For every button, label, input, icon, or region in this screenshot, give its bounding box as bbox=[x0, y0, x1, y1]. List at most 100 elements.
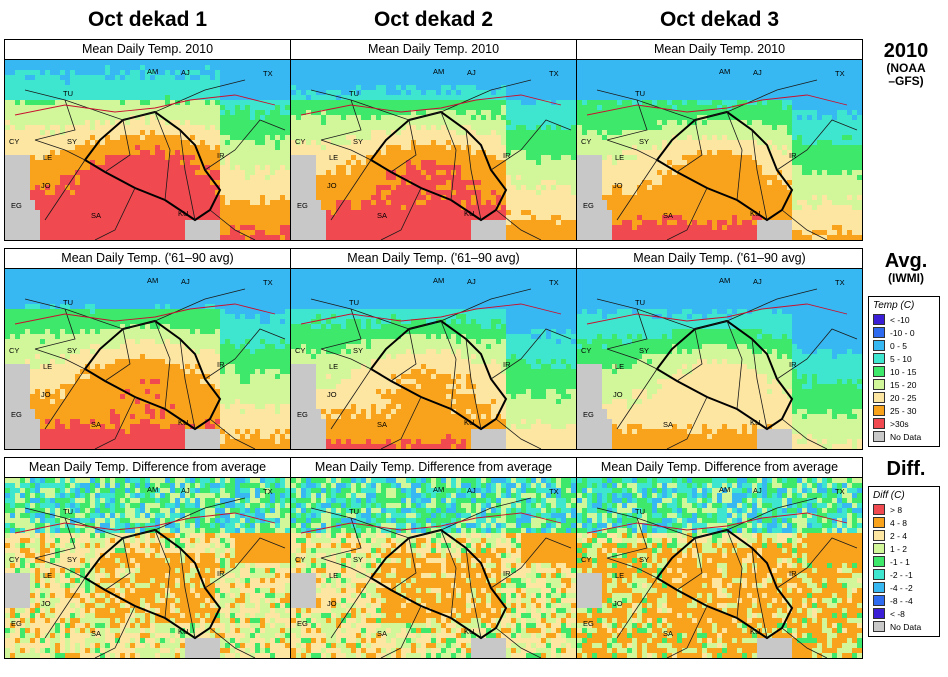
border-line bbox=[666, 605, 708, 658]
border-line bbox=[751, 338, 768, 430]
border-line bbox=[94, 396, 136, 449]
border-line bbox=[320, 99, 362, 141]
country-label: TX bbox=[835, 487, 845, 496]
red-boundary-line bbox=[14, 512, 276, 534]
country-label: LE bbox=[43, 571, 52, 580]
country-border-outline bbox=[369, 110, 508, 222]
border-line bbox=[34, 557, 86, 639]
border-line bbox=[781, 627, 828, 658]
border-line bbox=[465, 129, 482, 221]
border-line bbox=[676, 328, 703, 382]
legend-entry: -1 - 1 bbox=[873, 555, 936, 568]
country-label: CY bbox=[295, 555, 305, 564]
legend-entry: 2 - 4 bbox=[873, 529, 936, 542]
temperature-legend: Temp (C) < -10 -10 - 0 0 - 5 5 - 10 10 - 15 1… bbox=[868, 296, 940, 447]
country-label: CY bbox=[581, 555, 591, 564]
country-label: LE bbox=[329, 153, 338, 162]
country-label: TU bbox=[635, 89, 645, 98]
country-label: KU bbox=[750, 209, 760, 218]
border-line bbox=[320, 348, 372, 430]
country-label: KU bbox=[178, 627, 188, 636]
border-line bbox=[94, 187, 136, 240]
country-label: AM bbox=[147, 67, 158, 76]
panel-title: Mean Daily Temp. ('61–90 avg) bbox=[577, 249, 862, 269]
border-line bbox=[320, 517, 362, 559]
country-label: AJ bbox=[467, 277, 476, 286]
legend-label: -10 - 0 bbox=[890, 327, 915, 338]
country-label: JO bbox=[327, 181, 337, 190]
panel-title: Mean Daily Temp. ('61–90 avg) bbox=[291, 249, 576, 269]
difference-legend: Diff (C) > 8 4 - 8 2 - 4 1 - 2 -1 - 1 -2 - -1… bbox=[868, 486, 940, 637]
legend-label: No Data bbox=[890, 431, 922, 442]
border-line bbox=[776, 328, 858, 380]
border-line bbox=[606, 348, 658, 430]
country-label: TU bbox=[349, 507, 359, 516]
border-line bbox=[726, 320, 743, 410]
border-line bbox=[320, 308, 362, 350]
border-line bbox=[390, 119, 417, 173]
country-label: AJ bbox=[467, 486, 476, 495]
border-line bbox=[596, 79, 818, 121]
country-label: IR bbox=[503, 151, 511, 160]
legend-entry: 1 - 2 bbox=[873, 542, 936, 555]
country-label: AJ bbox=[467, 68, 476, 77]
legend-swatch bbox=[873, 379, 885, 390]
border-line bbox=[34, 517, 76, 559]
legend-entry: < -10 bbox=[873, 313, 936, 326]
country-border-outline bbox=[655, 319, 794, 431]
red-boundary-line bbox=[300, 303, 562, 325]
border-line bbox=[209, 209, 256, 240]
column-header-dekad-1: Oct dekad 1 bbox=[87, 8, 208, 31]
row-label-diff: Diff. bbox=[868, 458, 944, 480]
legend-swatch bbox=[873, 543, 885, 554]
country-label: AM bbox=[147, 485, 158, 494]
border-line bbox=[380, 396, 422, 449]
border-line bbox=[320, 557, 372, 639]
country-label: LE bbox=[329, 571, 338, 580]
country-label: IR bbox=[789, 569, 797, 578]
country-label: TX bbox=[835, 278, 845, 287]
border-line bbox=[380, 187, 422, 240]
country-label: CY bbox=[295, 137, 305, 146]
border-line bbox=[179, 338, 196, 430]
border-line bbox=[204, 119, 286, 171]
country-label: SA bbox=[377, 420, 387, 429]
temperature-raster-map: AM AJ TX TU SY CY LE IR JO EG SA KU bbox=[5, 269, 290, 449]
country-label: TU bbox=[349, 89, 359, 98]
legend-label: No Data bbox=[890, 621, 922, 632]
difference-legend-title: Diff (C) bbox=[873, 490, 905, 501]
legend-entry: >30s bbox=[873, 417, 936, 430]
legend-entry: 25 - 30 bbox=[873, 404, 936, 417]
red-boundary-line bbox=[300, 94, 562, 116]
border-line bbox=[465, 338, 482, 430]
border-line bbox=[209, 418, 256, 449]
country-label: EG bbox=[583, 619, 594, 628]
border-line bbox=[34, 308, 76, 350]
country-label: EG bbox=[583, 201, 594, 210]
temperature-raster-map: AM AJ TX TU SY CY LE IR JO EG SA KU bbox=[5, 478, 290, 658]
country-label: SY bbox=[353, 137, 363, 146]
border-line bbox=[154, 529, 171, 619]
country-label: JO bbox=[41, 181, 51, 190]
border-line bbox=[390, 537, 417, 591]
country-label: TX bbox=[263, 278, 273, 287]
legend-swatch bbox=[873, 314, 885, 325]
country-label: AM bbox=[433, 67, 444, 76]
legend-label: -2 - -1 bbox=[890, 569, 913, 580]
legend-swatch bbox=[873, 595, 885, 606]
country-label: KU bbox=[178, 209, 188, 218]
border-line bbox=[24, 79, 246, 121]
row-label-2010-source: (NOAA –GFS) bbox=[886, 61, 926, 88]
country-label: JO bbox=[613, 181, 623, 190]
panel-title: Mean Daily Temp. Difference from average bbox=[291, 458, 576, 478]
legend-entry: -4 - -2 bbox=[873, 581, 936, 594]
country-label: IR bbox=[503, 569, 511, 578]
country-label: JO bbox=[41, 390, 51, 399]
country-label: EG bbox=[11, 201, 22, 210]
country-label: JO bbox=[327, 599, 337, 608]
border-line bbox=[606, 557, 658, 639]
country-label: EG bbox=[11, 410, 22, 419]
border-line bbox=[179, 129, 196, 221]
border-line bbox=[104, 119, 131, 173]
legend-swatch bbox=[873, 582, 885, 593]
